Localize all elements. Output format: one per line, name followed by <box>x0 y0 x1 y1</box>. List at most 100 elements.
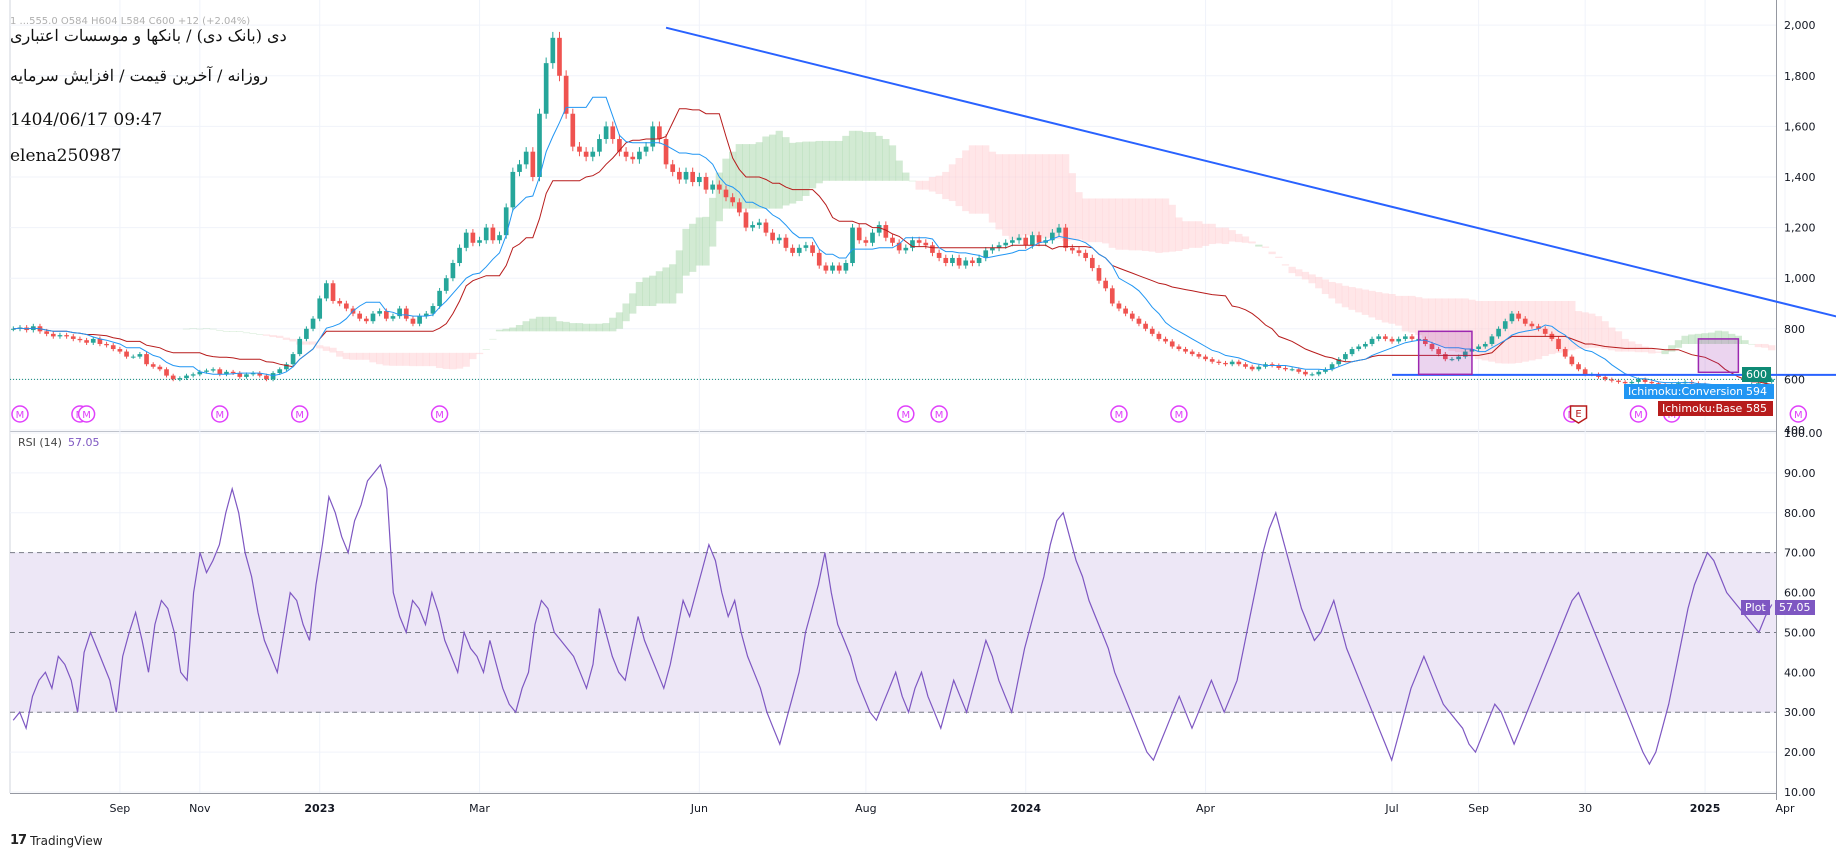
candle-body <box>104 343 109 346</box>
cloud-segment <box>555 321 564 332</box>
candle-body <box>890 237 895 243</box>
candle-body <box>1536 326 1541 329</box>
candle-body <box>1056 227 1062 233</box>
candle-body <box>1369 338 1375 344</box>
candle-body <box>796 247 802 253</box>
candle-body <box>1016 237 1022 241</box>
rsi-line <box>12 463 1773 766</box>
price-axes[interactable]: 400 600 800 1,000 1,200 1,400 1,600 1,800 2,000 1… <box>110 19 1836 815</box>
cloud-segment <box>1128 198 1136 251</box>
cloud-segment <box>1688 334 1696 344</box>
candle-body <box>650 126 656 147</box>
time-tick-label: 2023 <box>304 802 335 815</box>
candle-body <box>250 373 256 375</box>
candle-body <box>663 139 669 165</box>
cloud-segment <box>1255 244 1263 247</box>
conversion-line-value: 594 <box>1742 384 1771 399</box>
cloud-segment <box>502 328 510 332</box>
candle-body <box>1323 369 1328 372</box>
tradingview-logo[interactable]: 17 TradingView <box>10 833 103 848</box>
cloud-segment <box>442 352 450 369</box>
cloud-segment <box>222 331 231 332</box>
time-tick-label: Nov <box>189 802 211 815</box>
candle-body <box>1389 338 1395 342</box>
candle-body <box>670 164 676 172</box>
tradingview-logo-text: TradingView <box>30 833 103 848</box>
cloud-segment <box>1614 331 1623 352</box>
cloud-segment <box>309 341 317 345</box>
cloud-segment <box>1768 345 1776 351</box>
candle-body <box>930 245 935 253</box>
candle-body <box>204 370 209 372</box>
candle-body <box>1403 336 1408 339</box>
candle-body <box>1109 288 1115 304</box>
candle-body <box>1183 349 1188 352</box>
candle-body <box>1422 338 1428 344</box>
candle-body <box>1030 235 1035 246</box>
cloud-segment <box>942 171 950 200</box>
drawing-overlays[interactable] <box>665 26 1836 383</box>
cloud-segment <box>1275 256 1283 258</box>
cloud-segment <box>995 154 1003 230</box>
time-tick-label: Aug <box>855 802 876 815</box>
cloud-segment <box>642 277 650 307</box>
ichimoku-cloud <box>182 130 1776 370</box>
candle-body <box>730 197 735 203</box>
cloud-segment <box>1508 300 1516 364</box>
candle-body <box>383 311 389 319</box>
cloud-segment <box>1581 312 1589 349</box>
candle-body <box>1562 349 1568 357</box>
cloud-segment <box>1668 345 1676 352</box>
candle-body <box>856 227 862 241</box>
cloud-segment <box>922 180 930 190</box>
event-marker <box>1170 405 1188 423</box>
author-name: elena250987 <box>10 146 122 166</box>
candle-body <box>304 328 309 339</box>
candle-body <box>1449 359 1455 361</box>
candle-body <box>190 374 196 376</box>
cloud-segment <box>1195 221 1203 248</box>
candle-body <box>1103 280 1108 289</box>
candle-body <box>1309 374 1315 376</box>
cloud-segment <box>349 352 357 360</box>
event-marker-label: M <box>435 410 444 421</box>
candle-body <box>84 340 89 343</box>
candle-body <box>1656 383 1661 385</box>
rsi-legend[interactable]: RSI (14) 57.05 <box>18 436 99 449</box>
candle-body <box>1349 349 1355 355</box>
cloud-segment <box>329 347 337 353</box>
candle-body <box>490 227 496 241</box>
cloud-segment <box>1095 198 1103 243</box>
conversion-line-tag: Ichimoku:Conversion Line <box>1624 384 1774 399</box>
cloud-segment <box>1188 221 1196 248</box>
candle-body <box>184 375 189 379</box>
cloud-segment <box>722 158 730 209</box>
time-tick-label: Sep <box>1468 802 1489 815</box>
candle-body <box>290 354 296 365</box>
candle-body <box>1329 364 1335 370</box>
cloud-segment <box>795 142 803 202</box>
cloud-segment <box>269 335 277 338</box>
candle-body <box>617 139 622 152</box>
price-tick-label: 2,000 <box>1784 19 1816 32</box>
cloud-segment <box>609 317 617 332</box>
rsi-tick-label: 70.00 <box>1784 547 1816 560</box>
event-markers[interactable]: MMMMMMMMMMMEMMMMME <box>11 405 1836 424</box>
cloud-segment <box>209 328 217 330</box>
candle-body <box>697 176 702 183</box>
cloud-segment <box>529 318 537 332</box>
cloud-segment <box>369 352 377 363</box>
event-marker <box>11 405 29 423</box>
cloud-segment <box>1608 327 1616 351</box>
candle-body <box>1542 328 1548 334</box>
cloud-segment <box>835 140 843 181</box>
candle-body <box>990 247 995 251</box>
candle-body <box>1129 313 1135 319</box>
candle-body <box>1476 346 1481 350</box>
candle-body <box>510 171 516 208</box>
cloud-segment <box>1308 274 1316 284</box>
rsi-tick-label: 10.00 <box>1784 786 1816 799</box>
cloud-segment <box>808 141 817 189</box>
candle-body <box>470 232 476 243</box>
